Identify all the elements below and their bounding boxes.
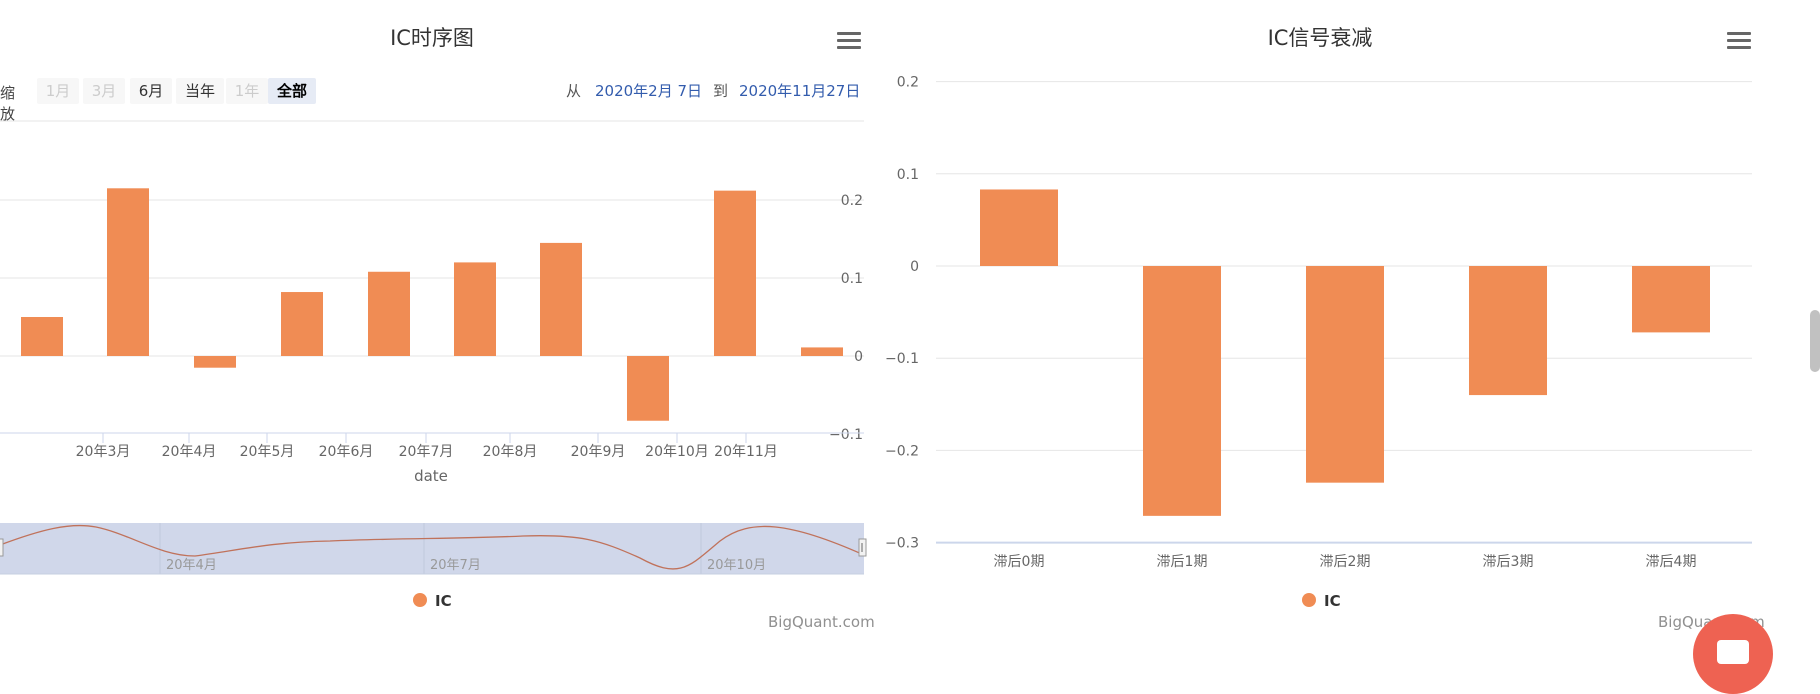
bar-1 [107, 188, 149, 356]
navigator-label: 20年10月 [707, 558, 766, 573]
x-tick-label: 滞后3期 [1483, 554, 1534, 570]
ic-decay-plot: −0.3 −0.2 −0.1 0 0.1 0.2 滞后0期 滞后1期 滞后2期 滞后3期 滞后4期 [885, 75, 1752, 570]
bar-9 [801, 347, 843, 356]
navigator-handle-left[interactable] [0, 538, 4, 557]
bar-6 [540, 242, 582, 356]
range-button-1m[interactable]: 1月 [37, 78, 79, 104]
bar-4 [368, 271, 410, 356]
x-tick-label: 20年10月 [645, 444, 709, 460]
bar-0 [980, 189, 1058, 266]
to-label: 到 [713, 82, 729, 100]
x-tick-label: 20年9月 [571, 444, 626, 460]
y-tick-label: 0.2 [841, 193, 863, 209]
page-scrollbar-thumb[interactable] [1810, 310, 1820, 372]
y-tick-label: 0.2 [897, 75, 919, 91]
from-date-input[interactable]: 2020年2月 7日 [595, 82, 703, 100]
bar-0 [21, 317, 63, 356]
x-tick-label: 20年8月 [483, 444, 538, 460]
legend-marker [413, 593, 427, 607]
chart-menu-icon[interactable] [837, 32, 861, 52]
x-tick-label: 20年3月 [76, 444, 131, 460]
navigator-label: 20年7月 [430, 558, 481, 573]
ic-decay-chart: IC信号衰减 −0.3 −0.2 −0.1 0 0.1 0.2 滞后0期 滞后1期 滞后2期 滞后… [880, 0, 1820, 652]
x-tick-label: 20年6月 [319, 444, 374, 460]
credit-link[interactable]: BigQuant.com [768, 613, 875, 631]
range-button-1y[interactable]: 1年 [226, 78, 268, 104]
x-tick-label: 滞后4期 [1646, 554, 1697, 570]
navigator-mask [0, 523, 864, 574]
x-tick-label: 滞后1期 [1157, 554, 1208, 570]
range-button-all[interactable]: 全部 [268, 78, 316, 104]
bar-1 [1143, 266, 1221, 516]
chat-icon [1717, 640, 1749, 664]
range-button-6m[interactable]: 6月 [130, 78, 172, 104]
y-tick-label: 0 [910, 259, 919, 275]
bar-2 [1306, 266, 1384, 483]
navigator-series-line [0, 524, 865, 570]
bar-3 [281, 292, 323, 356]
bar-5 [454, 262, 496, 356]
from-label: 从 [566, 82, 582, 100]
legend-marker [1302, 593, 1316, 607]
navigator: 20年4月 20年7月 20年10月 [0, 523, 867, 575]
ic-timeseries-chart: IC时序图 缩放 1月 3月 6月 当年 1年 全部 从 2020年2月 7日 … [0, 0, 880, 652]
ic-timeseries-plot: −0.1 0 0.1 0.2 20年3月 20年4月 20年5月 20年6月 20年7月 20年8… [0, 120, 867, 575]
y-tick-label: −0.1 [885, 351, 919, 367]
bar-4 [1632, 266, 1710, 333]
x-tick-label: 20年11月 [714, 444, 778, 460]
bar-7 [627, 356, 669, 421]
y-tick-label: −0.3 [885, 536, 919, 552]
y-tick-label: −0.1 [829, 427, 863, 443]
bar-8 [714, 190, 756, 356]
to-date-input[interactable]: 2020年11月27日 [739, 82, 861, 100]
x-tick-label: 20年4月 [162, 444, 217, 460]
bar-2 [194, 356, 236, 368]
x-tick-label: 20年7月 [399, 444, 454, 460]
chart-title: IC信号衰减 [1267, 26, 1373, 50]
legend-label: IC [435, 592, 452, 610]
chat-float-button[interactable] [1693, 614, 1773, 694]
y-tick-label: −0.2 [885, 443, 919, 459]
x-axis-title: date [414, 467, 448, 485]
y-tick-label: 0.1 [897, 167, 919, 183]
chart-menu-icon[interactable] [1727, 32, 1751, 52]
navigator-label: 20年4月 [166, 558, 217, 573]
x-tick-label: 20年5月 [240, 444, 295, 460]
chart-title: IC时序图 [390, 26, 474, 50]
bar-3 [1469, 266, 1547, 396]
y-tick-label: 0 [854, 349, 863, 365]
range-button-3m[interactable]: 3月 [83, 78, 125, 104]
x-tick-label: 滞后0期 [994, 554, 1045, 570]
legend-item-ic[interactable]: IC [1302, 592, 1341, 610]
range-button-ytd[interactable]: 当年 [176, 78, 224, 104]
zoom-label: 缩放 [0, 84, 16, 123]
legend-label: IC [1324, 592, 1341, 610]
y-tick-label: 0.1 [841, 271, 863, 287]
x-tick-label: 滞后2期 [1320, 554, 1371, 570]
legend-item-ic[interactable]: IC [413, 592, 452, 610]
